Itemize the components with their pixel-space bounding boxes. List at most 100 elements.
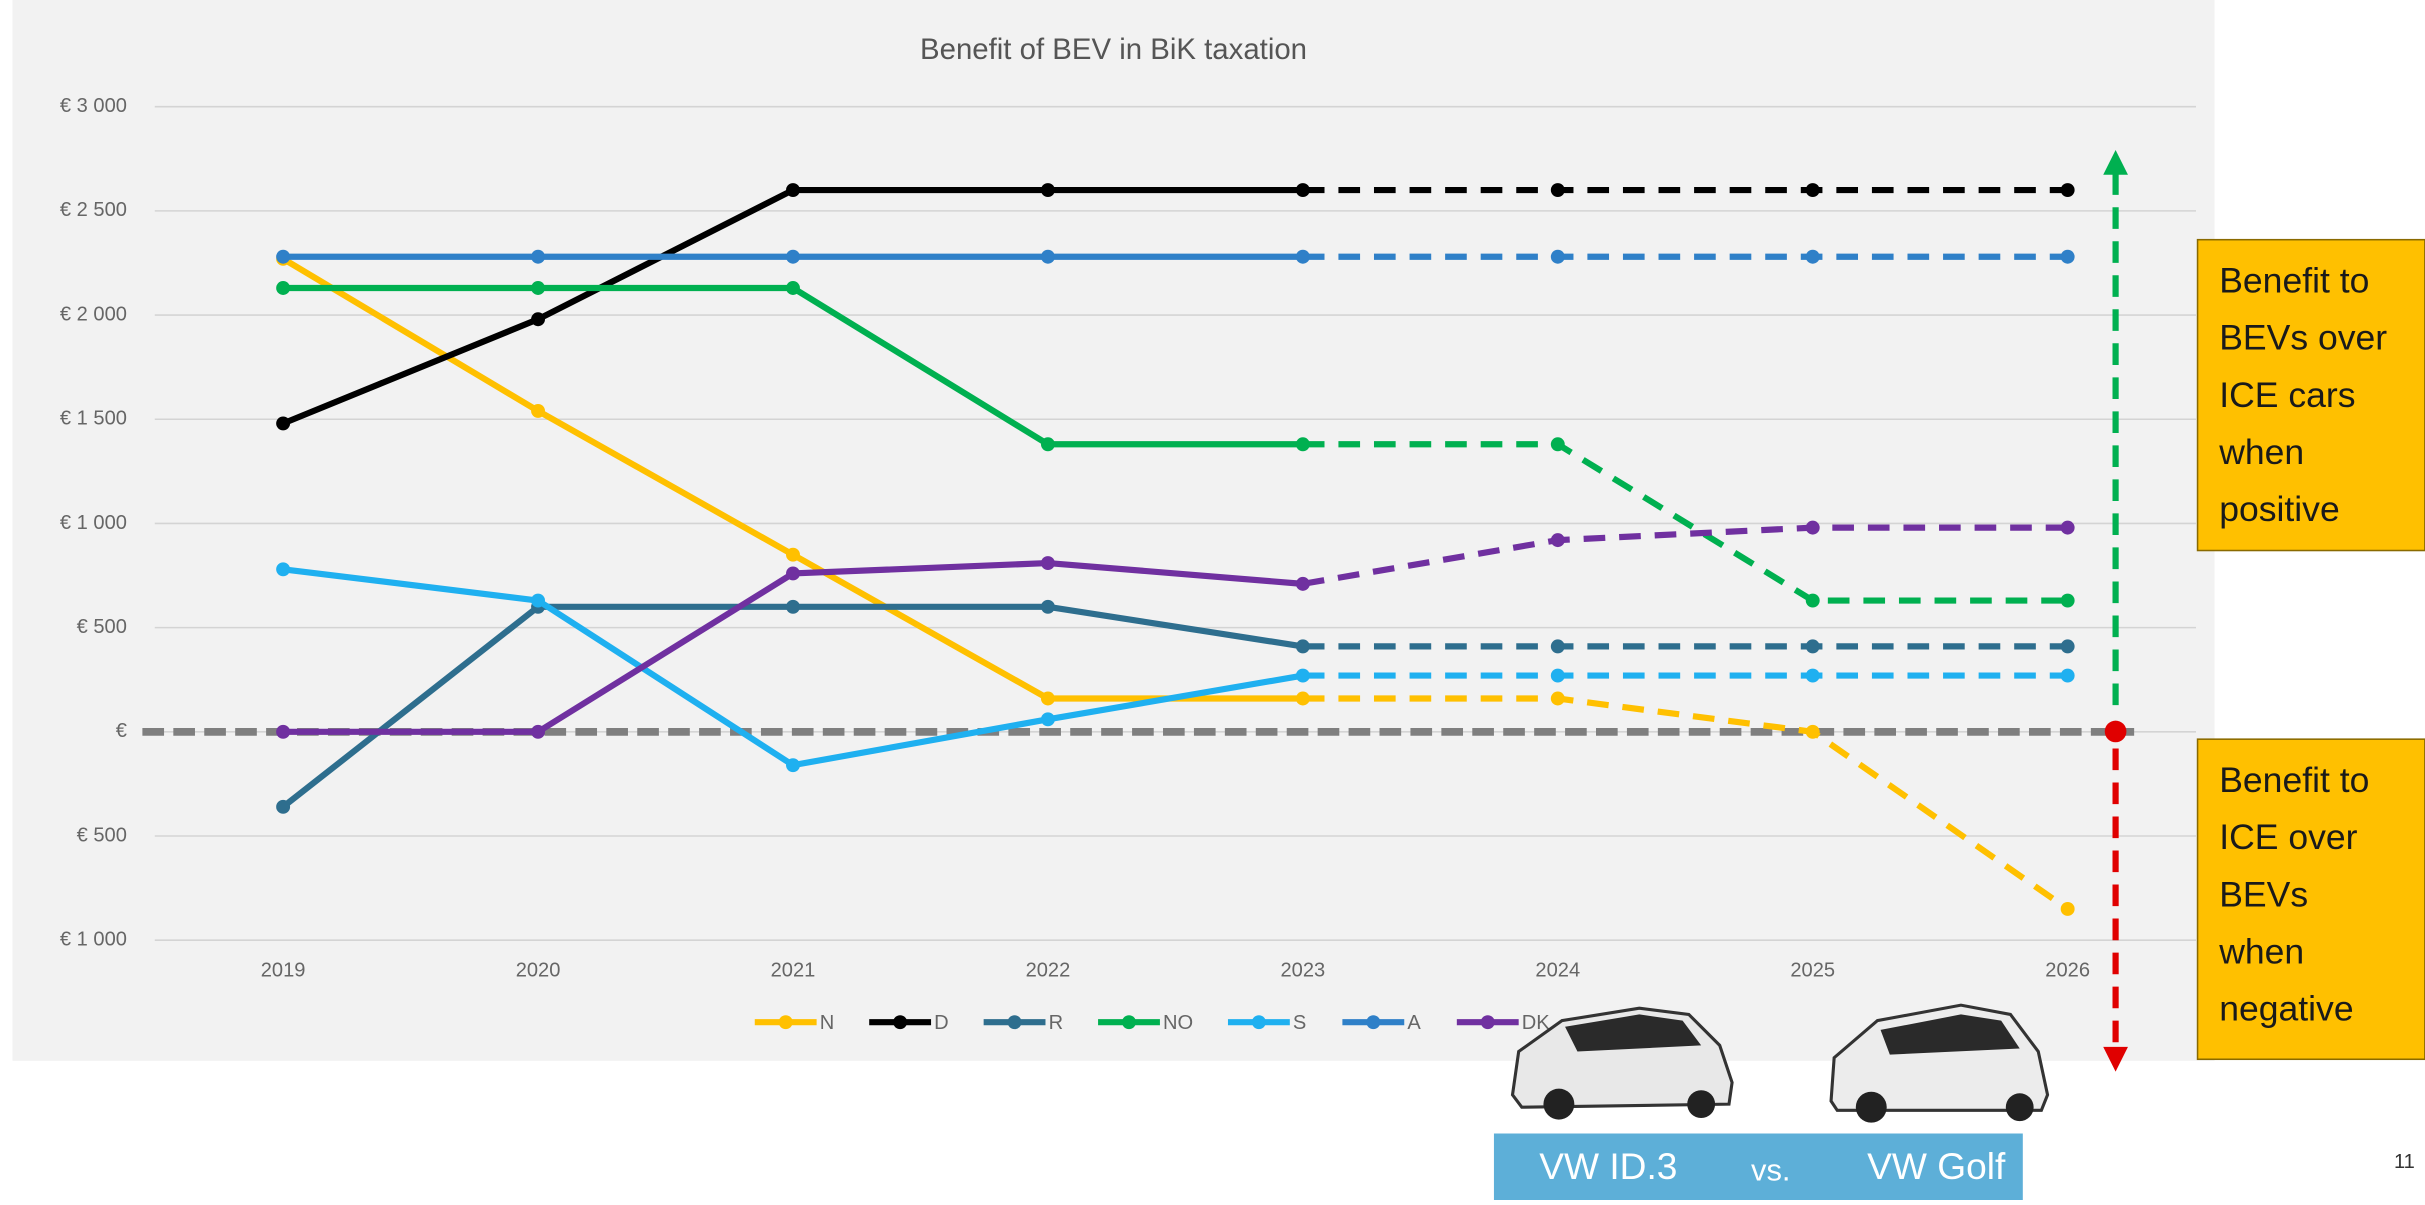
series-point: [786, 548, 800, 562]
y-tick-label: € 1 000: [60, 512, 127, 534]
y-tick-label: € 1 000: [60, 929, 127, 951]
series-point: [276, 416, 290, 430]
series-point: [276, 725, 290, 739]
annotation-text: positive: [2219, 489, 2340, 529]
series-point: [531, 250, 545, 264]
caption-right: VW Golf: [1867, 1145, 2006, 1187]
y-tick-label: €: [116, 720, 127, 742]
annotation-text: ICE over: [2219, 817, 2357, 857]
series-point: [1296, 183, 1310, 197]
y-tick-label: € 2 000: [60, 303, 127, 325]
series-point: [276, 800, 290, 814]
series-point: [1296, 692, 1310, 706]
series-point: [531, 594, 545, 608]
x-tick-label: 2021: [771, 959, 816, 981]
legend-dot: [1008, 1015, 1022, 1029]
x-tick-label: 2024: [1535, 959, 1580, 981]
series-point: [531, 281, 545, 295]
series-point: [2061, 250, 2075, 264]
series-point: [531, 725, 545, 739]
series-point: [531, 404, 545, 418]
series-point: [1806, 521, 1820, 535]
series-point: [1041, 692, 1055, 706]
series-point: [2061, 521, 2075, 535]
series-point: [1041, 556, 1055, 570]
legend-dot: [779, 1015, 793, 1029]
series-point: [1551, 250, 1565, 264]
series-point: [531, 312, 545, 326]
annotation-text: Benefit to: [2219, 260, 2369, 300]
series-point: [1551, 437, 1565, 451]
series-point: [2061, 183, 2075, 197]
annotations: Benefit to BEVs over ICE cars when positive B…: [2198, 240, 2425, 1060]
series-point: [786, 281, 800, 295]
annotation-text: Benefit to: [2219, 760, 2369, 800]
series-point: [1551, 533, 1565, 547]
series-point: [1296, 250, 1310, 264]
series-point: [1041, 712, 1055, 726]
annotation-text: when: [2218, 432, 2304, 472]
x-tick-label: 2026: [2045, 959, 2090, 981]
chart-title: Benefit of BEV in BiK taxation: [920, 33, 1307, 66]
series-point: [1551, 639, 1565, 653]
series-point: [1806, 669, 1820, 683]
x-tick-label: 2020: [516, 959, 561, 981]
series-point: [1806, 250, 1820, 264]
series-point: [2061, 902, 2075, 916]
caption-left: VW ID.3: [1539, 1145, 1677, 1187]
series-point: [1551, 183, 1565, 197]
series-point: [1041, 437, 1055, 451]
caption-vs: vs.: [1751, 1152, 1791, 1187]
series-point: [276, 281, 290, 295]
series-point: [1041, 183, 1055, 197]
annotation-text: when: [2218, 932, 2304, 972]
origin-dot: [2105, 721, 2127, 743]
x-tick-label: 2022: [1026, 959, 1071, 981]
series-point: [786, 600, 800, 614]
legend-dot: [1122, 1015, 1136, 1029]
series-point: [276, 250, 290, 264]
series-point: [1806, 639, 1820, 653]
series-point: [786, 758, 800, 772]
series-point: [1806, 183, 1820, 197]
y-tick-label: € 500: [77, 824, 127, 846]
series-point: [1296, 669, 1310, 683]
legend-label: S: [1293, 1012, 1306, 1034]
y-tick-label: € 500: [77, 616, 127, 638]
legend-label: R: [1049, 1012, 1064, 1034]
y-tick-label: € 1 500: [60, 408, 127, 430]
series-point: [1806, 594, 1820, 608]
series-point: [1296, 437, 1310, 451]
series-point: [1296, 639, 1310, 653]
series-point: [1551, 692, 1565, 706]
series-point: [2061, 639, 2075, 653]
annotation-text: ICE cars: [2219, 375, 2355, 415]
legend-dot: [1252, 1015, 1266, 1029]
series-point: [1296, 577, 1310, 591]
page-number: 11: [2394, 1151, 2415, 1173]
series-point: [786, 250, 800, 264]
slide: Benefit of BEV in BiK taxation € 3 000 € …: [0, 0, 2425, 1200]
series-point: [1551, 669, 1565, 683]
legend-label: D: [934, 1012, 949, 1034]
series-point: [1041, 600, 1055, 614]
legend-dot: [893, 1015, 907, 1029]
annotation-text: BEVs over: [2219, 318, 2387, 358]
annotation-text: BEVs: [2219, 874, 2308, 914]
annotation-text: negative: [2219, 989, 2353, 1029]
x-tick-label: 2025: [1790, 959, 1835, 981]
legend-label: N: [820, 1012, 835, 1034]
series-point: [1806, 725, 1820, 739]
y-tick-label: € 2 500: [60, 199, 127, 221]
page: {"chart_data": {"type": "line", "title":…: [0, 0, 2425, 1205]
series-point: [2061, 594, 2075, 608]
series-point: [276, 562, 290, 576]
legend-label: NO: [1163, 1012, 1193, 1034]
legend-dot: [1366, 1015, 1380, 1029]
legend-label: A: [1407, 1012, 1421, 1034]
series-point: [1041, 250, 1055, 264]
legend-dot: [1481, 1015, 1495, 1029]
y-tick-label: € 3 000: [60, 95, 127, 117]
x-tick-label: 2019: [261, 959, 306, 981]
series-point: [786, 567, 800, 581]
